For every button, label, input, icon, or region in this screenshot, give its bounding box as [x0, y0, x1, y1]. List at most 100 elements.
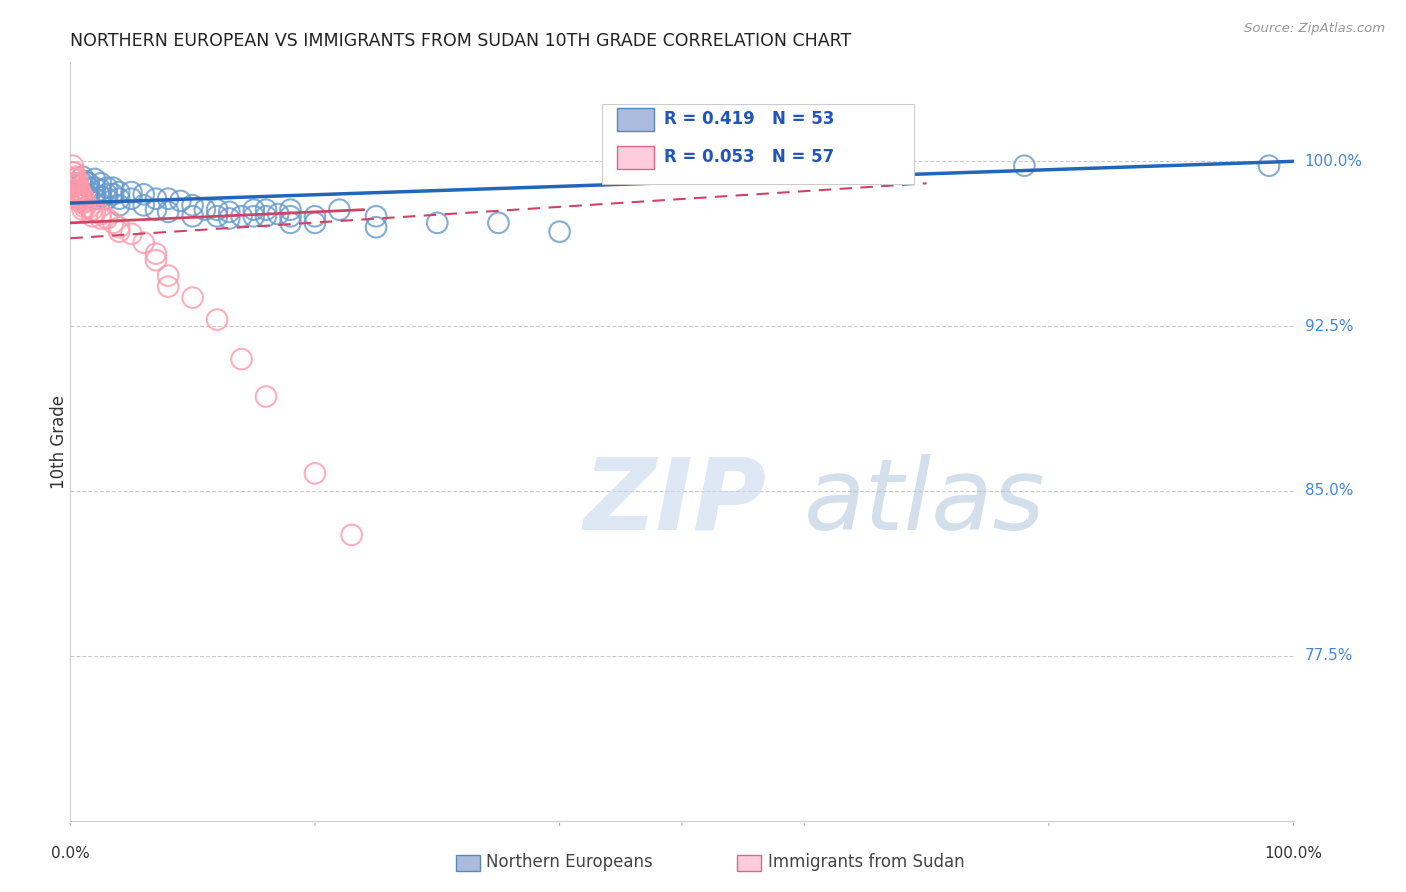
Point	[65, 185, 87, 199]
Point	[69, 192, 91, 206]
Point	[426, 216, 449, 230]
Text: 85.0%: 85.0%	[1305, 483, 1353, 499]
Point	[231, 209, 253, 223]
Point	[62, 165, 84, 179]
Point	[366, 220, 388, 235]
Point	[366, 209, 388, 223]
Point	[205, 202, 228, 217]
Point	[280, 216, 302, 230]
Point	[72, 189, 94, 203]
Point	[181, 209, 204, 223]
Point	[62, 177, 84, 191]
Point	[82, 209, 104, 223]
Point	[254, 209, 277, 223]
Point	[63, 177, 86, 191]
Point	[157, 279, 180, 293]
Point	[77, 177, 100, 191]
Point	[82, 202, 104, 217]
Point	[83, 187, 105, 202]
Text: R = 0.419   N = 53: R = 0.419 N = 53	[664, 111, 834, 128]
Point	[254, 202, 277, 217]
Point	[69, 185, 91, 199]
Point	[181, 198, 204, 212]
Point	[83, 180, 105, 194]
Point	[267, 207, 290, 221]
Point	[83, 205, 105, 219]
Point	[70, 187, 93, 202]
Point	[63, 165, 86, 179]
Point	[66, 177, 89, 191]
Point	[108, 198, 131, 212]
Point	[96, 187, 118, 202]
Point	[181, 291, 204, 305]
Text: 0.0%: 0.0%	[51, 846, 90, 861]
Point	[132, 187, 155, 202]
Point	[169, 194, 191, 208]
Point	[157, 192, 180, 206]
Text: NORTHERN EUROPEAN VS IMMIGRANTS FROM SUDAN 10TH GRADE CORRELATION CHART: NORTHERN EUROPEAN VS IMMIGRANTS FROM SUD…	[70, 32, 852, 50]
Point	[65, 172, 87, 186]
Point	[132, 198, 155, 212]
Point	[1014, 159, 1036, 173]
Point	[67, 180, 90, 194]
Point	[63, 183, 86, 197]
Point	[108, 192, 131, 206]
Point	[145, 246, 167, 260]
Point	[77, 201, 100, 215]
Point	[1258, 159, 1281, 173]
Point	[231, 352, 253, 367]
Point	[157, 268, 180, 283]
Text: ZIP: ZIP	[583, 454, 768, 550]
Point	[77, 180, 100, 194]
Point	[90, 189, 112, 203]
Point	[304, 467, 326, 481]
Point	[63, 169, 86, 184]
Point	[340, 528, 363, 542]
Point	[65, 178, 87, 193]
Point	[101, 180, 124, 194]
Point	[72, 169, 94, 184]
Point	[121, 227, 143, 241]
Point	[280, 202, 302, 217]
Point	[194, 202, 217, 217]
Point	[83, 192, 105, 206]
Point	[96, 192, 118, 206]
FancyBboxPatch shape	[617, 108, 654, 130]
Point	[205, 209, 228, 223]
Text: 77.5%: 77.5%	[1305, 648, 1353, 664]
Point	[218, 205, 240, 219]
Point	[145, 253, 167, 268]
Point	[67, 194, 90, 208]
Text: R = 0.053   N = 57: R = 0.053 N = 57	[664, 148, 834, 166]
Y-axis label: 10th Grade: 10th Grade	[51, 394, 67, 489]
Point	[304, 216, 326, 230]
Point	[63, 172, 86, 186]
Point	[66, 183, 89, 197]
FancyBboxPatch shape	[456, 855, 479, 871]
Text: Source: ZipAtlas.com: Source: ZipAtlas.com	[1244, 22, 1385, 36]
Point	[243, 202, 266, 217]
Point	[63, 178, 86, 193]
Point	[70, 194, 93, 208]
Text: 100.0%: 100.0%	[1305, 153, 1362, 169]
Point	[72, 177, 94, 191]
Point	[90, 211, 112, 226]
Point	[304, 209, 326, 223]
Point	[218, 211, 240, 226]
Point	[72, 202, 94, 217]
Point	[65, 192, 87, 206]
Point	[108, 220, 131, 235]
Point	[145, 192, 167, 206]
Point	[121, 185, 143, 199]
Text: 100.0%: 100.0%	[1264, 846, 1323, 861]
Point	[101, 187, 124, 202]
Point	[62, 159, 84, 173]
Point	[108, 225, 131, 239]
Point	[132, 235, 155, 250]
Point	[488, 216, 510, 230]
Point	[72, 196, 94, 211]
Point	[90, 177, 112, 191]
Point	[83, 172, 105, 186]
Point	[254, 389, 277, 403]
Point	[65, 177, 87, 191]
